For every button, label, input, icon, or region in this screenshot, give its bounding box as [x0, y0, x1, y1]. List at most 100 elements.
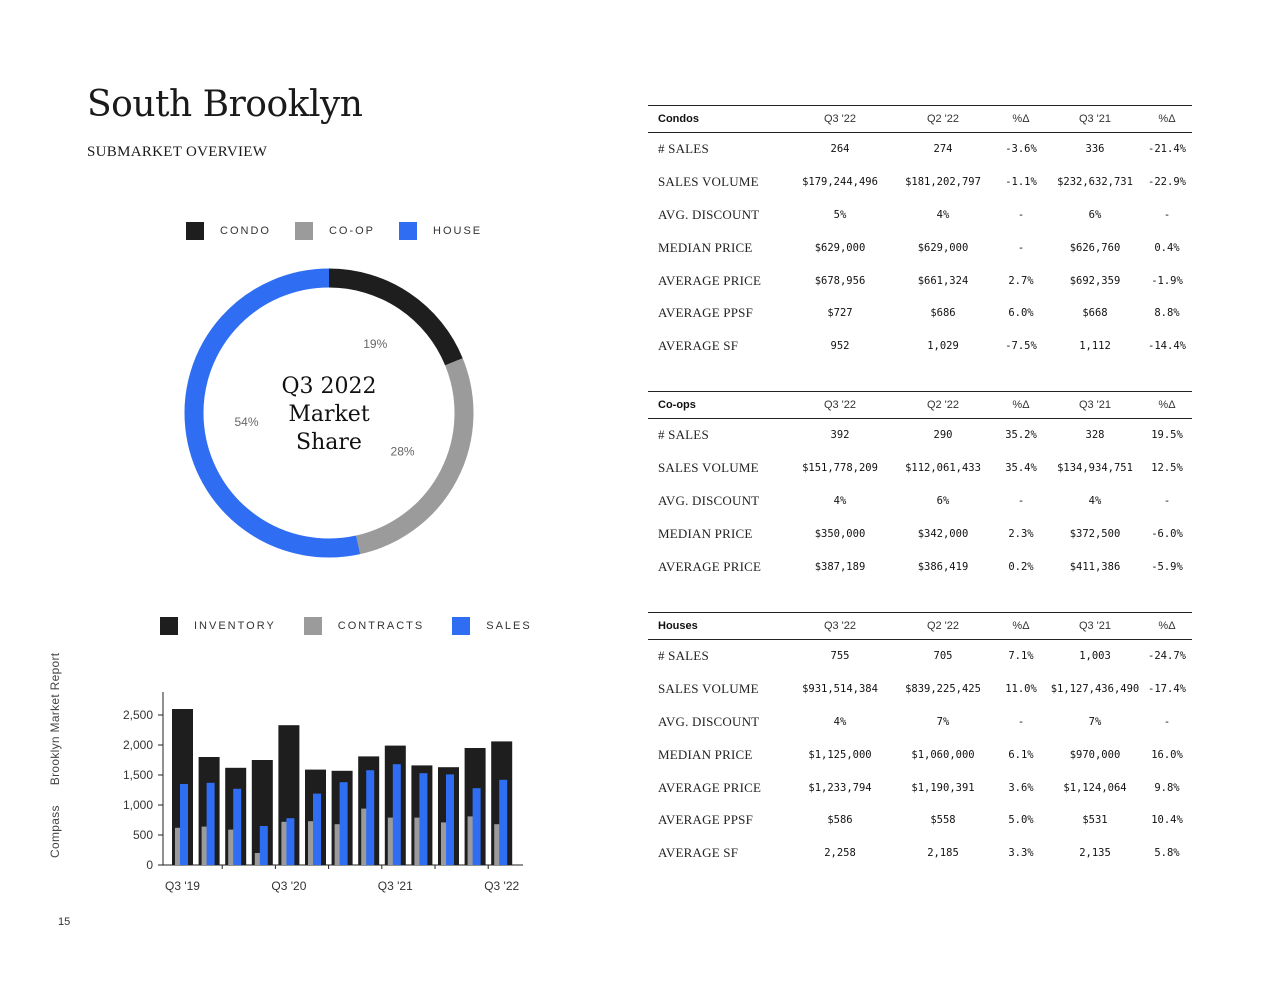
legend-item-inventory: INVENTORY	[160, 617, 276, 635]
bar-sales	[472, 788, 481, 865]
table-cell: $372,500	[1069, 527, 1121, 540]
table-cell: 952	[830, 340, 850, 353]
table-row: SALES VOLUME $179,244,496 $181,202,797 -1.1…	[648, 166, 1192, 199]
table-cell: 755	[830, 650, 850, 663]
table-cell: 4%	[936, 208, 950, 221]
bar-contracts	[201, 826, 208, 865]
column-header: %Δ	[1142, 105, 1192, 133]
table-cell: -	[1163, 715, 1171, 728]
row-label: AVERAGE PRICE	[658, 558, 762, 574]
bar-sales	[233, 788, 242, 865]
table-cell: -	[1017, 494, 1025, 507]
table-cell: -5.9%	[1151, 560, 1183, 573]
page-title: South Brooklyn	[87, 84, 363, 125]
bar-sales	[286, 818, 295, 865]
column-header: Q3 '21	[1048, 105, 1142, 133]
bar-contracts	[281, 821, 288, 865]
table-row: AVERAGE PRICE $1,233,794 $1,190,391 3.6% $1,…	[648, 771, 1192, 804]
page-subtitle: SUBMARKET OVERVIEW	[87, 144, 268, 160]
column-header: Q2 '22	[892, 105, 994, 133]
table-cell: $181,202,797	[905, 176, 981, 189]
coops-table: Co-ops Q3 '22 Q2 '22 %Δ Q3 '21 %Δ # SALES 392 29…	[648, 391, 1192, 583]
table-cell: 9.8%	[1154, 781, 1180, 794]
table-cell: 0.4%	[1154, 241, 1180, 254]
row-label: AVERAGE PRICE	[658, 779, 762, 795]
table-row: AVERAGE PRICE $387,189 $386,419 0.2% $411,38…	[648, 550, 1192, 583]
table-cell: 3.3%	[1008, 847, 1034, 860]
bar-sales	[446, 774, 454, 865]
table-row: # SALES 392 290 35.2% 328 19.5%	[648, 419, 1192, 452]
donut-slice-co-op	[356, 358, 474, 555]
table-row: AVERAGE SF 952 1,029 -7.5% 1,112 -14.4%	[648, 330, 1192, 363]
table-cell: $1,060,000	[911, 748, 975, 761]
table-cell: 264	[830, 143, 850, 156]
table-cell: $661,324	[917, 274, 969, 287]
market-share-legend: CONDO CO-OP HOUSE	[186, 222, 506, 240]
table-row: AVERAGE PPSF $586 $558 5.0% $531 10.4%	[648, 804, 1192, 837]
table-cell: 336	[1085, 143, 1105, 156]
bar-sales	[259, 826, 268, 865]
legend-item-co-op: CO-OP	[294, 222, 375, 240]
table-cell: $1,127,436,490	[1050, 683, 1140, 696]
y-tick-label: 2,000	[123, 738, 153, 752]
bar-sales	[180, 784, 188, 865]
table-cell: 5%	[833, 208, 847, 221]
column-header: %Δ	[1142, 612, 1192, 640]
column-header: Q3 '21	[1048, 612, 1142, 640]
legend-swatch	[452, 617, 471, 635]
table-header-row: Co-ops Q3 '22 Q2 '22 %Δ Q3 '21 %Δ	[648, 391, 1192, 419]
table-cell: 7.1%	[1008, 650, 1034, 663]
inventory-chart: 0 500 1,000 1,500 2,000 2,500 Q3 '19 Q3 '20 Q3 '…	[100, 680, 540, 900]
row-label: AVG. DISCOUNT	[658, 206, 760, 222]
row-label: AVG. DISCOUNT	[658, 492, 760, 508]
row-label: MEDIAN PRICE	[658, 746, 753, 762]
table-cell: $179,244,496	[802, 176, 878, 189]
table-cell: 10.4%	[1151, 814, 1183, 827]
table-cell: 0.2%	[1008, 560, 1034, 573]
donut-label-house: 54%	[234, 415, 258, 429]
bar-sales	[339, 782, 348, 865]
donut-label-condo: 19%	[363, 337, 387, 351]
table-cell: 6.0%	[1008, 307, 1034, 320]
legend-item-sales: SALES	[452, 617, 531, 635]
table-cell: 12.5%	[1151, 462, 1183, 475]
table-row: MEDIAN PRICE $350,000 $342,000 2.3% $372,500…	[648, 517, 1192, 550]
table-row: SALES VOLUME $151,778,209 $112,061,433 35.4…	[648, 452, 1192, 485]
y-tick-label: 1,500	[123, 768, 153, 782]
table-cell: $686	[930, 307, 956, 320]
table-cell: 705	[933, 650, 953, 663]
table-cell: 11.0%	[1005, 683, 1037, 696]
y-tick-label: 1,000	[123, 798, 153, 812]
condos-table: Condos Q3 '22 Q2 '22 %Δ Q3 '21 %Δ # SALES 264 27…	[648, 105, 1192, 363]
x-tick-label: Q3 '22	[484, 879, 519, 893]
table-cell: 19.5%	[1151, 429, 1183, 442]
table-cell: $1,125,000	[808, 748, 872, 761]
row-label: AVERAGE SF	[658, 338, 739, 354]
table-cell: 2,135	[1079, 847, 1111, 860]
legend-label: INVENTORY	[194, 620, 276, 632]
table-cell: $668	[1082, 307, 1108, 320]
table-cell: 4%	[833, 715, 847, 728]
bar-sales	[313, 793, 321, 865]
table-cell: $692,359	[1069, 274, 1121, 287]
table-cell: 8.8%	[1154, 307, 1180, 320]
table-cell: $839,225,425	[905, 683, 981, 696]
table-cell: 4%	[833, 494, 847, 507]
row-label: SALES VOLUME	[658, 460, 759, 476]
legend-swatch	[303, 617, 322, 635]
table-cell: $134,934,751	[1057, 462, 1133, 475]
bar-sales	[206, 782, 215, 865]
table-cell: 1,029	[927, 340, 959, 353]
column-header: %Δ	[994, 105, 1048, 133]
row-label: # SALES	[658, 141, 709, 157]
table-cell: $558	[930, 814, 956, 827]
table-cell: -	[1163, 494, 1171, 507]
table-cell: $411,386	[1069, 560, 1121, 573]
table-cell: 6.1%	[1008, 748, 1034, 761]
donut-title-line: Q3 2022	[281, 374, 376, 399]
legend-swatch	[294, 222, 313, 240]
table-cell: $629,000	[917, 241, 969, 254]
table-cell: -	[1017, 208, 1025, 221]
table-cell: $970,000	[1069, 748, 1121, 761]
table-row: AVG. DISCOUNT 5% 4% - 6% -	[648, 199, 1192, 232]
